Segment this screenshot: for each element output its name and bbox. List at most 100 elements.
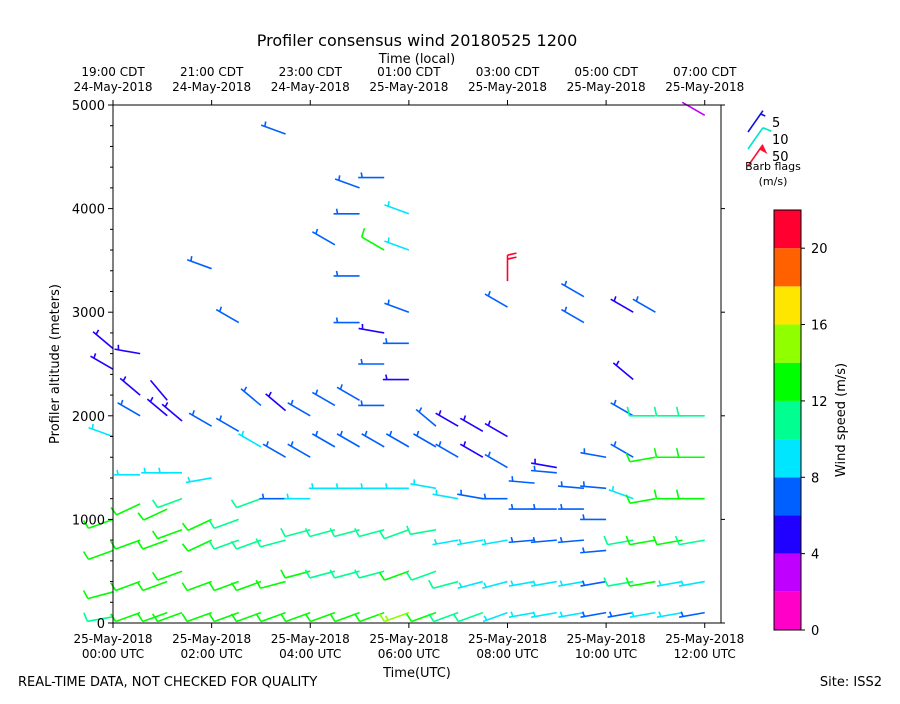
wind-barb <box>111 582 140 591</box>
wind-barb <box>379 613 408 622</box>
barb-half-tick <box>439 441 441 446</box>
wind-barb <box>416 408 436 427</box>
barb-half-tick <box>659 612 661 617</box>
barb-half-tick <box>361 359 362 364</box>
barb-full-tick <box>182 583 187 591</box>
barb-half-tick <box>565 281 567 286</box>
wind-barb <box>485 291 508 307</box>
barb-half-tick <box>565 307 567 312</box>
wind-barb <box>531 612 557 617</box>
barb-full-tick <box>379 572 384 580</box>
barb-half-tick <box>435 539 437 544</box>
barb-half-tick <box>561 481 562 486</box>
colorbar-tick-label: 12 <box>811 395 828 410</box>
barb-staff <box>116 540 140 549</box>
wind-barb <box>118 400 141 416</box>
barb-half-tick <box>614 296 616 301</box>
barb-full-tick <box>182 544 188 551</box>
wind-barb <box>460 441 483 457</box>
barb-half-tick <box>533 581 535 586</box>
wind-barb <box>334 483 360 488</box>
barb-half-tick <box>150 397 152 401</box>
barb-half-tick <box>312 483 313 488</box>
wind-barb <box>383 483 409 488</box>
x-tick-label-time: 06:00 UTC <box>378 647 440 661</box>
wind-barb <box>111 613 140 622</box>
wind-barb <box>362 431 385 447</box>
barb-staff <box>362 237 385 250</box>
wind-barb <box>626 495 655 504</box>
site-label: Site: ISS2 <box>820 675 882 690</box>
wind-barb <box>630 612 656 617</box>
barb-full-tick <box>429 580 433 588</box>
barb-half-tick <box>484 583 486 588</box>
wind-barb <box>312 229 335 245</box>
barb-half-tick <box>267 441 269 446</box>
barb-staff <box>412 571 436 580</box>
barb-half-tick <box>144 468 145 473</box>
wind-barb <box>151 380 168 400</box>
barb-staff <box>433 582 458 589</box>
barb-half-tick <box>165 402 167 406</box>
top-tick-label-date: 24-May-2018 <box>271 80 350 94</box>
x-axis-label: Time(UTC) <box>382 666 451 681</box>
barb-half-tick <box>512 476 513 481</box>
barb-staff <box>151 380 168 400</box>
wind-barb <box>383 338 409 343</box>
barb-staff <box>236 499 260 508</box>
barb-staff <box>458 613 482 622</box>
barb-half-tick <box>361 400 362 405</box>
wind-barb <box>358 359 384 364</box>
barb-staff <box>410 530 436 535</box>
wind-barb <box>288 400 311 416</box>
barb-full-tick <box>281 528 285 536</box>
wind-barb <box>679 581 705 586</box>
wind-barb <box>334 318 360 323</box>
barb-staff <box>158 571 182 580</box>
barb-half-tick <box>220 307 222 312</box>
barb-staff <box>187 613 211 622</box>
wind-barb <box>209 519 238 528</box>
wind-barb <box>626 453 655 462</box>
top-tick-label-date: 24-May-2018 <box>73 80 152 94</box>
barb-half-tick <box>533 612 535 617</box>
barb-staff <box>682 102 705 115</box>
barb-half-tick <box>484 616 487 620</box>
wind-barb <box>84 590 113 598</box>
wind-barb <box>84 550 113 559</box>
wind-barb <box>334 271 360 276</box>
colorbar-bin <box>774 477 801 515</box>
barb-half-tick <box>459 539 461 544</box>
barb-full-tick <box>677 490 679 499</box>
wind-barb <box>260 494 286 499</box>
wind-barb <box>433 539 459 544</box>
wind-barb <box>111 504 140 515</box>
barb-column <box>481 253 516 621</box>
barb-legend-title-line2: (m/s) <box>759 175 788 188</box>
barb-full-tick <box>677 448 679 457</box>
colorbar-bin <box>774 554 801 592</box>
wind-barb <box>379 571 408 580</box>
barb-full-tick <box>407 614 412 622</box>
barb-half-tick <box>316 390 318 395</box>
barb-full-tick <box>306 614 311 622</box>
barb-full-tick <box>209 521 214 529</box>
wind-barb <box>457 539 483 544</box>
wind-barb <box>677 448 705 457</box>
barb-half-tick <box>636 296 638 301</box>
barb-half-tick <box>287 494 288 499</box>
top-tick-label-time: 19:00 CDT <box>81 65 145 79</box>
wind-barb <box>138 540 167 549</box>
barb-column <box>209 307 238 622</box>
wind-barb <box>748 128 771 149</box>
wind-barb <box>312 390 335 406</box>
barb-half-tick <box>390 431 392 436</box>
wind-barb <box>581 612 607 617</box>
barb-full-tick <box>604 536 608 545</box>
barb-half-tick <box>96 330 98 334</box>
y-tick-label: 5000 <box>72 99 105 114</box>
wind-barb <box>509 581 535 586</box>
top-tick-label-date: 25-May-2018 <box>665 80 744 94</box>
barb-half-tick <box>386 338 387 343</box>
barb-staff <box>88 592 113 599</box>
